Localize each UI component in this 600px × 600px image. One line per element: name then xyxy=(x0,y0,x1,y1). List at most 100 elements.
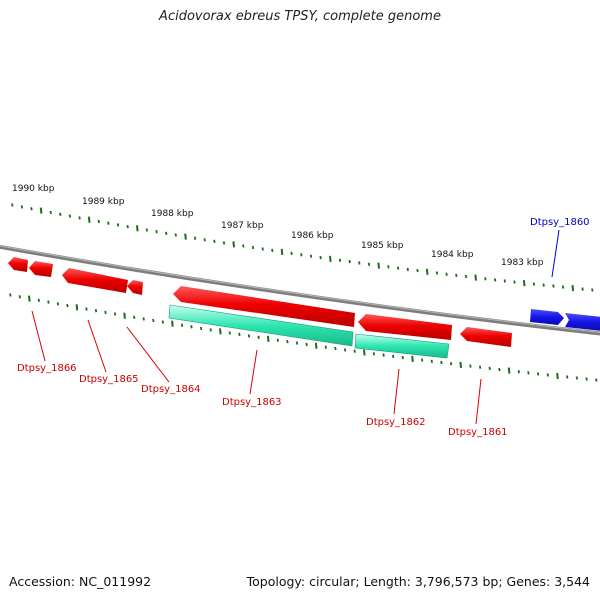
outer-tick-minor xyxy=(271,248,274,253)
inner-tick-minor xyxy=(392,354,395,359)
outer-tick-minor xyxy=(406,267,409,272)
inner-tick-minor xyxy=(440,360,443,365)
gene-dtpsy-1863-green[interactable] xyxy=(168,304,354,347)
outer-scale-ticks xyxy=(11,203,594,292)
inner-tick-minor xyxy=(247,334,251,338)
gene-dtpsy-1865a[interactable] xyxy=(29,261,53,277)
inner-tick-minor xyxy=(133,315,136,319)
inner-tick-minor xyxy=(295,341,299,345)
inner-tick-major xyxy=(556,372,559,380)
inner-tick-minor xyxy=(430,359,433,363)
outer-tick-minor xyxy=(165,231,168,235)
leader-dtpsy-1865 xyxy=(87,319,107,373)
inner-tick-minor xyxy=(595,378,598,382)
gene-dtpsy-1866[interactable] xyxy=(8,257,28,272)
inner-tick-minor xyxy=(449,362,453,366)
outer-tick-minor xyxy=(387,265,390,269)
outer-tick-minor xyxy=(348,259,351,264)
kbp-label-1990: 1990 kbp xyxy=(12,184,55,194)
gene-dtpsy-1865[interactable] xyxy=(62,268,128,293)
outer-tick-minor xyxy=(416,268,419,273)
gene-dtpsy-1862-green[interactable] xyxy=(354,333,450,359)
outer-tick-major xyxy=(39,207,43,214)
gene-label-dtpsy-1865[interactable]: Dtpsy_1865 xyxy=(79,374,139,385)
gene-label-dtpsy-1860[interactable]: Dtpsy_1860 xyxy=(530,217,590,228)
gene-label-dtpsy-1864[interactable]: Dtpsy_1864 xyxy=(141,384,201,395)
outer-tick-minor xyxy=(242,244,245,248)
gene-label-dtpsy-1862[interactable]: Dtpsy_1862 xyxy=(366,417,426,428)
kbp-label-1987: 1987 kbp xyxy=(221,221,264,231)
outer-tick-major xyxy=(136,225,139,232)
gene-label-dtpsy-1861[interactable]: Dtpsy_1861 xyxy=(448,427,508,438)
inner-tick-minor xyxy=(498,367,501,372)
inner-tick-minor xyxy=(199,326,203,331)
gene-dtpsy-1863-red[interactable] xyxy=(173,286,355,327)
gene-dtpsy-1864[interactable] xyxy=(127,280,143,295)
inner-tick-minor xyxy=(324,345,327,349)
outer-tick-major xyxy=(280,248,284,255)
outer-tick-minor xyxy=(484,277,487,281)
gene-labels: Dtpsy_1866 Dtpsy_1865 Dtpsy_1864 Dtpsy_1… xyxy=(17,217,590,438)
outer-tick-minor xyxy=(116,223,120,227)
kbp-label-1986: 1986 kbp xyxy=(291,231,334,241)
outer-tick-minor xyxy=(193,236,197,240)
inner-tick-minor xyxy=(56,302,60,306)
outer-tick-minor xyxy=(513,280,516,284)
inner-tick-minor xyxy=(85,307,88,311)
inner-tick-minor xyxy=(286,339,289,344)
gene-dtpsy-1862[interactable] xyxy=(358,314,452,340)
gene-dtpsy-1861[interactable] xyxy=(460,327,512,347)
gene-dtpsy-1859[interactable] xyxy=(565,313,600,331)
leader-dtpsy-1864 xyxy=(126,326,170,383)
inner-tick-minor xyxy=(536,372,540,376)
inner-tick-minor xyxy=(47,300,50,304)
outer-tick-minor xyxy=(290,251,293,255)
inner-scale-ticks xyxy=(9,293,598,382)
inner-tick-major xyxy=(266,335,270,342)
inner-tick-minor xyxy=(334,346,337,351)
inner-tick-minor xyxy=(190,325,193,329)
outer-tick-minor xyxy=(552,284,555,288)
outer-tick-minor xyxy=(396,266,400,270)
inner-tick-major xyxy=(171,320,174,327)
inner-tick-minor xyxy=(478,365,482,369)
inner-tick-major xyxy=(28,295,31,302)
kbp-label-1989: 1989 kbp xyxy=(82,197,125,207)
map-title: Acidovorax ebreus TPSY, complete genome xyxy=(159,9,441,24)
kbp-scale-labels: 1990 kbp 1989 kbp 1988 kbp 1987 kbp 1986… xyxy=(12,184,544,268)
inner-tick-minor xyxy=(228,331,231,335)
inner-tick-minor xyxy=(18,295,21,299)
outer-tick-minor xyxy=(222,241,226,245)
inner-tick-minor xyxy=(343,348,347,352)
inner-tick-minor xyxy=(469,364,472,368)
outer-tick-minor xyxy=(493,278,497,282)
outer-tick-minor xyxy=(155,230,158,234)
outer-tick-minor xyxy=(309,254,313,258)
outer-tick-major xyxy=(87,216,91,223)
outer-tick-major xyxy=(377,262,380,269)
inner-tick-minor xyxy=(353,349,356,353)
outer-tick-minor xyxy=(338,258,342,262)
outer-tick-minor xyxy=(78,216,81,220)
inner-tick-minor xyxy=(382,353,385,357)
gene-label-dtpsy-1866[interactable]: Dtpsy_1866 xyxy=(17,363,77,374)
inner-tick-major xyxy=(123,312,126,319)
inner-tick-minor xyxy=(180,323,184,327)
inner-tick-minor xyxy=(238,332,241,337)
gene-features xyxy=(8,257,600,359)
kbp-label-1988: 1988 kbp xyxy=(151,209,194,219)
outer-tick-minor xyxy=(503,279,506,283)
outer-tick-minor xyxy=(145,228,149,232)
inner-tick-minor xyxy=(9,293,12,297)
inner-tick-minor xyxy=(488,366,491,371)
gene-leader-lines xyxy=(31,229,560,425)
outer-tick-minor xyxy=(107,221,110,225)
inner-tick-minor xyxy=(517,370,520,374)
inner-tick-minor xyxy=(566,375,569,379)
gene-label-dtpsy-1863[interactable]: Dtpsy_1863 xyxy=(222,397,282,408)
outer-tick-minor xyxy=(561,285,565,289)
inner-tick-minor xyxy=(546,373,549,377)
outer-tick-major xyxy=(425,268,429,275)
kbp-label-1983: 1983 kbp xyxy=(501,258,544,268)
gene-dtpsy-1860[interactable] xyxy=(530,309,564,325)
